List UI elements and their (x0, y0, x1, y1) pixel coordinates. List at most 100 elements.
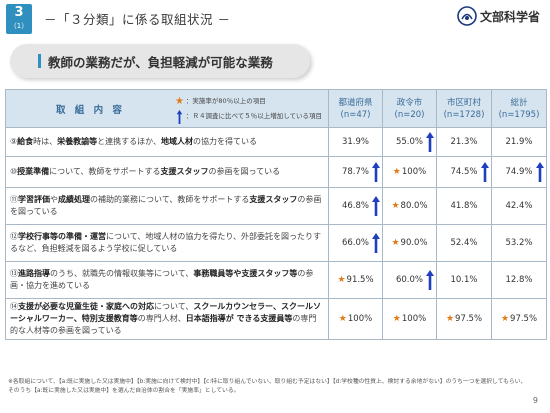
value-text: 52.4% (450, 238, 478, 248)
col-name: 市区町村 (446, 97, 481, 108)
row-description: ⑩授業準備について、教師をサポートする支援スタッフの参画を図っている (5, 156, 329, 188)
value-text: 12.8% (505, 275, 533, 285)
value-cell: ★100% (328, 298, 383, 340)
value-cell: 46.8% (328, 187, 383, 225)
value-cell: 42.4% (491, 187, 547, 225)
legend-star-row: ★ ：実施率が80％以上の項目 (175, 94, 322, 109)
up-arrow-icon (426, 270, 434, 290)
value-text: 90.0% (400, 238, 428, 248)
value-text: 55.0% (395, 137, 423, 147)
star-icon: ★ (392, 167, 401, 177)
value-text: 97.5% (510, 314, 538, 324)
section-badge: 3 （1） (6, 4, 32, 34)
col-header-prefecture: 都道府県 (n=47) (328, 89, 383, 128)
star-icon: ★ (338, 314, 347, 324)
value-cell: 60.0% (382, 261, 437, 299)
value-cell: 66.0% (328, 224, 383, 262)
value-text: 100% (347, 314, 373, 324)
value-text: 78.7% (341, 167, 369, 177)
col-n: (n=47) (340, 109, 371, 120)
value-text: 21.3% (450, 137, 478, 147)
mext-emblem-icon (457, 6, 477, 26)
page-title: －「３分類」に係る取組状況 － (44, 12, 231, 27)
value-cell: ★97.5% (436, 298, 492, 340)
mext-logo: 文部科学省 (457, 6, 540, 26)
item-header-label: 取 組 内 容 (56, 105, 125, 116)
col-header-total: 総計 (n=1795) (491, 89, 547, 128)
col-n: (n=1795) (498, 109, 540, 120)
value-text: 80.0% (400, 201, 428, 211)
value-cell: 53.2% (491, 224, 547, 262)
slide-title-bar: 教師の業務だが、負担軽減が可能な業務 (10, 44, 310, 78)
row-description: ⑭支援が必要な児童生徒・家庭への対応について、スクールカウンセラー、スクールソー… (5, 298, 329, 340)
value-text: 42.4% (505, 201, 533, 211)
value-text: 46.8% (341, 201, 369, 211)
row-description: ⑪学習評価や成績処理の補助的業務について、教師をサポートする支援スタッフの参画を… (5, 187, 329, 225)
footnote: ※各取組について、【a:既に実施した又は実施中】【b:実施に向けて検討中】【c:… (8, 379, 527, 394)
value-text: 97.5% (455, 314, 483, 324)
value-text: 21.9% (505, 137, 533, 147)
value-cell: ★80.0% (382, 187, 437, 225)
star-icon: ★ (392, 314, 401, 324)
up-arrow-icon (426, 132, 434, 152)
value-text: 10.1% (450, 275, 478, 285)
legend: ★ ：実施率が80％以上の項目 ：Ｒ４調査に比べて５％以上増加している項目 (175, 94, 322, 124)
section-sub: （1） (9, 22, 29, 30)
value-cell: 55.0% (382, 127, 437, 157)
title-accent-bar (38, 54, 41, 68)
star-icon: ★ (391, 201, 400, 211)
value-cell: 41.8% (436, 187, 492, 225)
value-cell: 21.9% (491, 127, 547, 157)
table-row: ⑨給食時は、栄養教諭等と連携するほか、地域人材の協力を得ている 31.9% 55.0… (5, 127, 547, 157)
table-row: ⑪学習評価や成績処理の補助的業務について、教師をサポートする支援スタッフの参画を… (5, 187, 547, 225)
table-body: ⑨給食時は、栄養教諭等と連携するほか、地域人材の協力を得ている 31.9% 55.0… (5, 127, 547, 340)
value-text: 60.0% (395, 275, 423, 285)
table-row: ⑭支援が必要な児童生徒・家庭への対応について、スクールカウンセラー、スクールソー… (5, 298, 547, 340)
value-cell: 74.5% (436, 156, 492, 188)
up-arrow-icon (372, 162, 380, 182)
value-cell: 52.4% (436, 224, 492, 262)
logo-text: 文部科学省 (479, 9, 540, 24)
value-text: 74.9% (505, 167, 533, 177)
up-arrow-icon (536, 162, 544, 182)
item-header-cell: 取 組 内 容 ★ ：実施率が80％以上の項目 ：Ｒ４調査に比べて５％以上増加し… (5, 89, 329, 128)
value-text: 100% (401, 314, 427, 324)
status-table: 取 組 内 容 ★ ：実施率が80％以上の項目 ：Ｒ４調査に比べて５％以上増加し… (5, 89, 547, 340)
star-icon: ★ (337, 275, 346, 285)
value-cell: ★100% (382, 156, 437, 188)
star-icon: ★ (391, 238, 400, 248)
row-description: ⑫学校行事等の準備・運営について、地域人材の協力を得たり、外部委託を図ったりする… (5, 224, 329, 262)
col-name: 総計 (510, 97, 528, 108)
value-text: 66.0% (341, 238, 369, 248)
section-number: 3 (14, 5, 24, 20)
col-name: 政令市 (396, 97, 423, 108)
value-cell: ★97.5% (491, 298, 547, 340)
table-row: ⑩授業準備について、教師をサポートする支援スタッフの参画を図っている 78.7% ★… (5, 156, 547, 188)
value-cell: 74.9% (491, 156, 547, 188)
value-cell: ★90.0% (382, 224, 437, 262)
slide-title: 教師の業務だが、負担軽減が可能な業務 (48, 55, 273, 70)
col-header-municipality: 市区町村 (n=1728) (436, 89, 492, 128)
row-description: ⑬進路指導のうち、就職先の情報収集等について、事務職員等や支援スタッフ等の参画・… (5, 261, 329, 299)
legend-arrow-row: ：Ｒ４調査に比べて５％以上増加している項目 (175, 109, 322, 124)
col-name: 都道府県 (338, 97, 373, 108)
col-header-designated-city: 政令市 (n=20) (382, 89, 437, 128)
star-icon: ★ (174, 96, 184, 107)
up-arrow-icon (176, 109, 183, 124)
page-number: 9 (532, 396, 538, 405)
up-arrow-icon (372, 233, 380, 253)
value-cell: 10.1% (436, 261, 492, 299)
value-cell: 78.7% (328, 156, 383, 188)
legend-star-text: ：実施率が80％以上の項目 (185, 97, 266, 105)
value-text: 41.8% (450, 201, 478, 211)
value-cell: 31.9% (328, 127, 383, 157)
value-text: 100% (401, 167, 427, 177)
star-icon: ★ (500, 314, 510, 324)
row-description: ⑨給食時は、栄養教諭等と連携するほか、地域人材の協力を得ている (5, 127, 329, 157)
value-cell: ★100% (382, 298, 437, 340)
value-text: 91.5% (346, 275, 374, 285)
table-row: ⑬進路指導のうち、就職先の情報収集等について、事務職員等や支援スタッフ等の参画・… (5, 261, 547, 299)
value-cell: 21.3% (436, 127, 492, 157)
value-text: 53.2% (505, 238, 533, 248)
star-icon: ★ (445, 314, 455, 324)
